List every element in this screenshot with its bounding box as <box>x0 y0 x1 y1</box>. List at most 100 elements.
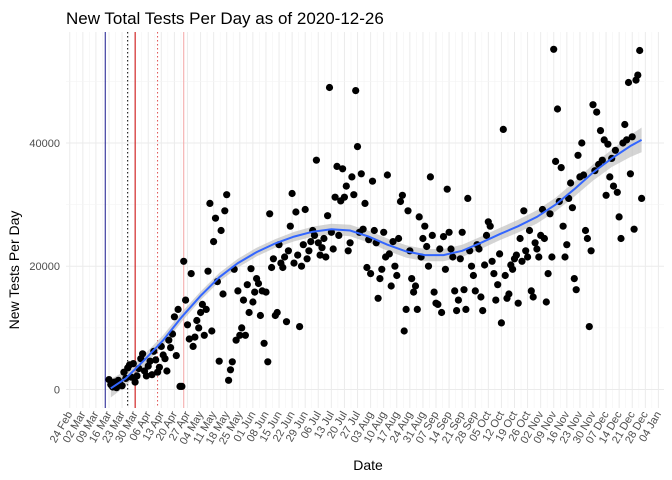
data-point <box>611 146 620 154</box>
data-point <box>548 253 556 261</box>
data-point <box>142 372 150 380</box>
data-point <box>383 171 391 179</box>
data-point <box>512 251 521 259</box>
data-point <box>525 226 534 235</box>
data-point <box>460 286 468 294</box>
data-point <box>413 305 421 313</box>
data-point <box>346 239 354 247</box>
data-point <box>245 308 253 317</box>
data-point <box>438 308 446 317</box>
data-point <box>464 194 472 202</box>
data-point <box>335 231 343 239</box>
data-point <box>602 191 610 199</box>
data-point <box>281 253 289 261</box>
data-point <box>279 263 287 272</box>
data-point <box>400 327 408 335</box>
data-point <box>572 286 580 294</box>
data-point <box>621 120 629 129</box>
data-point <box>350 191 358 199</box>
data-point <box>479 307 487 315</box>
data-point <box>208 327 216 335</box>
data-point <box>348 173 356 181</box>
data-point <box>411 282 420 290</box>
data-point <box>324 212 332 220</box>
data-point <box>402 305 410 313</box>
y-axis-ticks: 0 20000 40000 <box>29 138 60 397</box>
data-point <box>596 127 605 135</box>
data-point <box>638 194 646 202</box>
data-point <box>357 170 365 178</box>
data-point <box>624 78 633 87</box>
data-point <box>367 270 375 278</box>
data-point <box>273 308 281 317</box>
data-point <box>310 231 319 239</box>
data-point <box>553 105 562 113</box>
data-point <box>508 265 517 273</box>
data-point <box>609 182 618 190</box>
data-point <box>225 376 233 384</box>
data-point <box>174 305 182 313</box>
data-point <box>456 255 464 263</box>
data-point <box>447 245 455 253</box>
data-point <box>268 263 276 272</box>
data-point <box>133 372 141 380</box>
data-point <box>623 136 631 144</box>
data-point <box>183 321 192 329</box>
data-point <box>380 228 388 236</box>
data-point <box>565 194 573 202</box>
data-point <box>467 262 476 270</box>
data-point <box>155 363 163 371</box>
data-point <box>262 288 270 296</box>
data-point <box>389 238 397 246</box>
data-point <box>307 238 315 246</box>
data-point <box>368 177 377 185</box>
data-point <box>163 367 171 375</box>
data-point <box>542 298 550 306</box>
data-point <box>482 231 491 239</box>
data-point <box>202 305 210 313</box>
data-point <box>628 133 636 141</box>
data-point <box>598 156 606 164</box>
data-point <box>419 234 427 243</box>
data-point <box>567 179 575 187</box>
data-point <box>458 228 466 236</box>
data-point <box>185 335 193 343</box>
chart-title: New Total Tests Per Day as of 2020-12-26 <box>66 9 384 28</box>
data-point <box>449 253 457 261</box>
data-point <box>211 214 220 222</box>
data-point <box>469 271 477 280</box>
data-point <box>260 339 268 347</box>
data-point <box>434 300 442 308</box>
data-point <box>152 356 160 364</box>
data-point <box>531 239 539 247</box>
data-point <box>436 245 444 253</box>
data-point <box>636 46 644 55</box>
data-point <box>398 191 406 199</box>
data-point <box>428 231 436 239</box>
data-point <box>561 253 569 261</box>
data-point <box>443 185 451 193</box>
data-point <box>286 222 294 230</box>
data-point <box>266 210 274 218</box>
data-point <box>297 262 306 270</box>
data-point <box>247 265 255 273</box>
data-point <box>550 45 558 53</box>
data-point <box>322 253 330 261</box>
data-point <box>288 189 296 198</box>
data-point <box>178 382 186 390</box>
data-point <box>415 213 423 221</box>
data-point <box>557 164 565 172</box>
data-point <box>451 287 459 295</box>
data-point <box>421 222 429 230</box>
data-point <box>522 247 530 255</box>
data-point <box>581 226 590 235</box>
data-point <box>249 298 257 306</box>
data-point <box>583 234 592 243</box>
data-point <box>370 226 378 235</box>
data-point <box>170 313 178 321</box>
data-point <box>520 207 528 215</box>
data-point <box>344 247 352 255</box>
data-point <box>578 139 586 147</box>
data-point <box>191 333 199 341</box>
